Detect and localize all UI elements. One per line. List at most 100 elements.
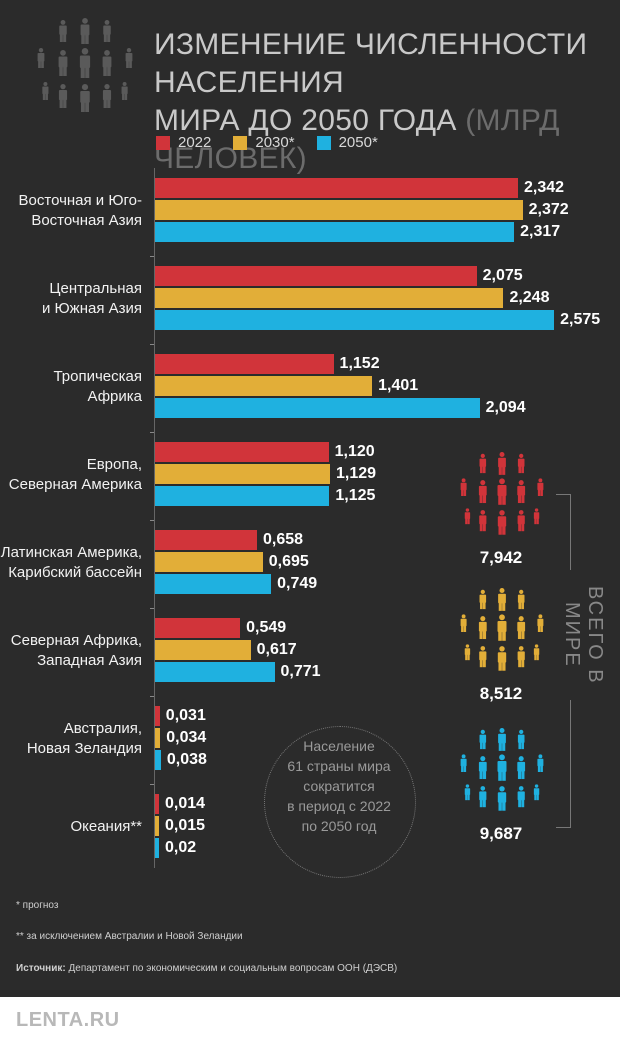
title-main: МИРА ДО 2050 ГОДА	[154, 104, 457, 137]
category-label-line: Африка	[87, 388, 142, 405]
bar-2022	[155, 618, 241, 638]
note-circle	[264, 726, 416, 878]
title-line-2: МИРА ДО 2050 ГОДА (МЛРД ЧЕЛОВЕК)	[154, 102, 620, 178]
source-text: Департамент по экономическим и социальны…	[65, 963, 398, 974]
bar-value-label: 0,02	[165, 839, 197, 856]
person-icon	[464, 508, 471, 525]
legend-item-2050: 2050*	[316, 134, 378, 151]
legend: 2022 2030* 2050*	[156, 134, 378, 151]
bar-2050	[155, 838, 159, 858]
lenta-logo: LENTA.RU	[16, 1009, 120, 1031]
person-icon	[537, 754, 544, 772]
bar-value-label: 1,125	[335, 487, 376, 504]
bar-value-label: 0,695	[268, 553, 309, 570]
bar-2050	[155, 750, 161, 770]
category-label-line: и Южная Азия	[41, 300, 142, 317]
bar-value-label: 2,094	[485, 399, 526, 416]
person-icon	[478, 756, 487, 780]
person-icon	[460, 754, 467, 772]
bar-value-label: 0,038	[166, 751, 207, 768]
footnote-source: Источник: Департамент по экономическим и…	[16, 963, 397, 974]
bar-2030	[155, 552, 263, 572]
legend-label-2050: 2050*	[338, 134, 378, 151]
bar-2030	[155, 464, 330, 484]
bar-2050	[155, 574, 272, 594]
footnote-forecast: * прогноз	[16, 900, 59, 911]
bar-2030	[155, 288, 504, 308]
category-label-line: Океания**	[70, 818, 142, 835]
bar-value-label: 0,749	[277, 575, 318, 592]
footer-bar: LENTA.RU	[0, 997, 620, 1046]
note-line: 61 страны мира	[287, 758, 391, 774]
person-icon	[497, 646, 507, 671]
bar-2022	[155, 706, 160, 726]
category-label-line: Восточная Азия	[31, 212, 142, 229]
person-icon	[42, 82, 49, 100]
bar-2050	[155, 310, 555, 330]
total-value: 7,942	[479, 548, 523, 567]
person-icon	[58, 84, 68, 108]
person-icon	[464, 784, 471, 801]
person-icon	[517, 646, 525, 668]
bar-2030	[155, 200, 523, 220]
bar-2022	[155, 354, 334, 374]
person-icon	[497, 754, 507, 781]
bar-2030	[155, 728, 161, 748]
category-label: Океания**	[0, 817, 142, 837]
bar-value-label: 0,034	[166, 729, 207, 746]
bar-value-label: 2,317	[520, 223, 561, 240]
totals-label: ВСЕГО В МИРЕ	[561, 585, 606, 685]
bar-value-label: 0,658	[262, 531, 304, 548]
person-icon	[59, 20, 67, 42]
legend-item-2022: 2022	[156, 134, 211, 151]
bar-2030	[155, 640, 251, 660]
person-icon	[533, 508, 540, 525]
legend-item-2030: 2030*	[233, 134, 295, 151]
person-icon	[79, 48, 91, 78]
category-axis-line	[154, 168, 155, 868]
person-icon	[498, 452, 506, 475]
legend-label-2030: 2030*	[255, 134, 295, 151]
person-icon	[121, 82, 128, 100]
person-icon	[497, 510, 507, 535]
bar-value-label: 0,031	[165, 707, 206, 724]
person-icon	[517, 510, 525, 532]
category-label-line: Тропическая	[53, 368, 142, 385]
group-separator-tick	[150, 784, 154, 785]
person-icon	[479, 453, 487, 474]
bar-value-label: 0,549	[246, 619, 287, 636]
person-icon	[58, 50, 68, 76]
person-icon	[103, 20, 111, 42]
note-text: Население 61 страны мира сократится в пе…	[268, 736, 410, 836]
person-icon	[102, 50, 112, 76]
note-line: по 2050 год	[301, 818, 377, 834]
category-label: Северная Африка, Западная Азия	[0, 631, 142, 671]
bar-2022	[155, 530, 257, 550]
source-label: Источник:	[16, 963, 66, 974]
person-icon	[460, 478, 467, 496]
category-label-line: Северная Америка	[8, 476, 142, 493]
category-label: Тропическая Африка	[0, 367, 142, 407]
category-label-line: Восточная и Юго-	[18, 192, 142, 209]
person-icon	[479, 646, 487, 668]
group-separator-tick	[150, 696, 154, 697]
note-line: в период с 2022	[287, 798, 391, 814]
bar-2050	[155, 486, 330, 506]
group-separator-tick	[150, 432, 154, 433]
category-label-line: Латинская Америка,	[0, 544, 142, 561]
bar-value-label: 2,248	[509, 289, 550, 306]
person-icon	[517, 729, 525, 750]
person-icon	[479, 729, 487, 750]
bar-value-label: 2,342	[524, 179, 565, 196]
person-icon	[80, 18, 90, 44]
bar-value-label: 2,575	[560, 311, 601, 328]
bar-2030	[155, 376, 373, 396]
person-icon	[517, 480, 526, 504]
legend-swatch-2030	[233, 135, 248, 150]
person-icon	[533, 644, 540, 661]
person-icon	[517, 756, 526, 780]
bar-value-label: 1,401	[378, 377, 419, 394]
people-group-icon	[37, 18, 133, 112]
title-unit: (МЛРД ЧЕЛОВЕК)	[154, 104, 560, 175]
legend-swatch-2050	[316, 135, 331, 150]
